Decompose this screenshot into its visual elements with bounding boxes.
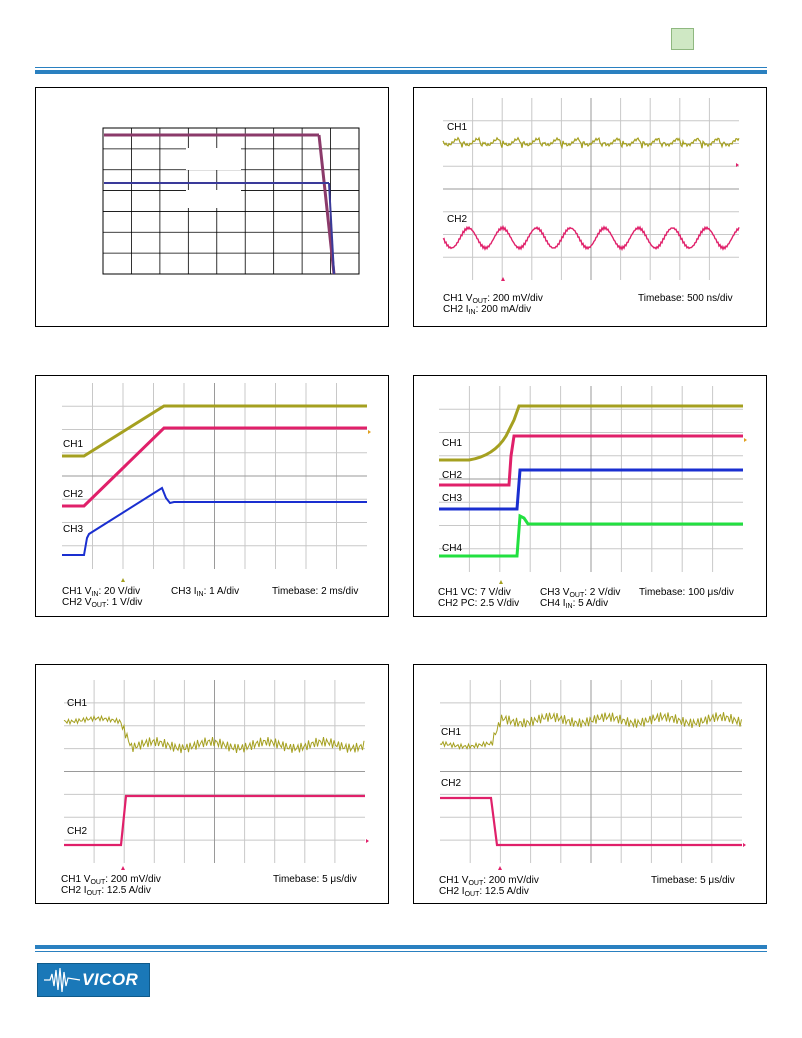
scope-grid-ripple xyxy=(442,98,740,281)
trigger-marker xyxy=(499,580,503,584)
derating-curve-2-drop xyxy=(328,182,335,275)
header-rule-thick xyxy=(35,70,767,74)
trigger-marker xyxy=(498,866,502,870)
ch-marker xyxy=(366,839,369,843)
derating-chart xyxy=(102,127,360,275)
scope-grid-startup xyxy=(62,383,371,582)
step-down-ch2-label: CH2 xyxy=(441,778,462,789)
step-up-caption-2: CH2 IOUT: 12.5 A/div xyxy=(61,885,151,897)
step-up-ch2-label: CH2 xyxy=(67,826,88,837)
scope-grid-load-step-up xyxy=(63,680,369,870)
enable-ch2-trace xyxy=(439,434,743,487)
footer-rule-thick xyxy=(35,945,767,949)
trigger-marker xyxy=(501,277,505,281)
enable-ch4-label: CH4 xyxy=(442,543,463,554)
ch-marker xyxy=(368,430,371,434)
startup-timebase: Timebase: 2 ms/div xyxy=(272,586,359,597)
ch-marker xyxy=(736,163,739,167)
ripple-ch1-label: CH1 xyxy=(447,122,468,133)
startup-caption-2: CH2 VOUT: 1 V/div xyxy=(62,597,143,609)
header-badge xyxy=(671,28,694,50)
logo-wave-icon xyxy=(44,967,81,993)
ripple-caption-2: CH2 IIN: 200 mA/div xyxy=(443,304,532,316)
step-up-caption-1: CH1 VOUT: 200 mV/div xyxy=(61,874,161,886)
step-up-timebase: Timebase: 5 μs/div xyxy=(273,874,357,885)
step-down-ch1-trace xyxy=(439,711,742,750)
step-down-timebase: Timebase: 5 μs/div xyxy=(651,875,735,886)
step-up-ch1-trace xyxy=(63,714,365,754)
enable-ch4-trace xyxy=(439,513,743,558)
enable-ch3-label: CH3 xyxy=(442,493,463,504)
startup-ch2-trace xyxy=(62,426,367,508)
ripple-ch2-trace xyxy=(442,224,740,252)
step-up-ch2-trace xyxy=(64,794,365,847)
ripple-timebase: Timebase: 500 ns/div xyxy=(638,293,733,304)
vicor-logo: VICOR xyxy=(37,963,150,997)
enable-caption-2: CH2 PC: 2.5 V/div xyxy=(438,598,520,609)
step-down-caption-2: CH2 IOUT: 12.5 A/div xyxy=(439,886,529,898)
ripple-caption-1: CH1 VOUT: 200 mV/div xyxy=(443,293,543,305)
enable-caption-3: CH3 VOUT: 2 V/div xyxy=(540,587,621,599)
figure-load-step-up: CH1 CH2 CH1 VOUT: 200 mV/div CH2 IOUT: 1… xyxy=(35,664,389,904)
ch-marker xyxy=(744,438,747,442)
ripple-ch1-trace xyxy=(442,136,740,150)
enable-ch1-trace xyxy=(439,404,743,462)
enable-ch1-label: CH1 xyxy=(442,438,463,449)
scope-grid-load-step-down xyxy=(439,680,746,870)
scope-grid-enable xyxy=(439,386,747,584)
enable-timebase: Timebase: 100 μs/div xyxy=(639,587,734,598)
figure-startup: CH1 CH2 CH3 CH1 VIN: 20 V/div CH2 VOUT: … xyxy=(35,375,389,617)
startup-ch3-trace xyxy=(62,486,367,556)
derating-label-mask-2 xyxy=(186,190,241,208)
footer-rule xyxy=(35,951,767,952)
startup-caption-1: CH1 VIN: 20 V/div xyxy=(62,586,141,598)
figure-ripple: CH1 CH2 CH1 VOUT: 200 mV/div CH2 IIN: 20… xyxy=(413,87,767,327)
enable-caption-1: CH1 VC: 7 V/div xyxy=(438,587,511,598)
startup-ch1-trace xyxy=(62,404,367,458)
ripple-ch2-label: CH2 xyxy=(447,214,468,225)
figure-load-step-down: CH1 CH2 CH1 VOUT: 200 mV/div CH2 IOUT: 1… xyxy=(413,664,767,904)
header-rule xyxy=(35,67,767,68)
trigger-marker xyxy=(121,578,125,582)
ch-marker xyxy=(743,843,746,847)
step-down-caption-1: CH1 VOUT: 200 mV/div xyxy=(439,875,539,887)
logo-text: VICOR xyxy=(82,970,139,989)
startup-ch1-label: CH1 xyxy=(63,439,84,450)
step-up-ch1-label: CH1 xyxy=(67,698,88,709)
step-down-ch1-label: CH1 xyxy=(441,727,462,738)
enable-ch3-trace xyxy=(439,468,743,511)
startup-caption-3: CH3 IIN: 1 A/div xyxy=(171,586,240,598)
derating-curve-1-drop xyxy=(317,134,336,275)
startup-ch2-label: CH2 xyxy=(63,489,84,500)
derating-plot-frame xyxy=(102,127,360,275)
figure-derating xyxy=(35,87,389,327)
startup-ch3-label: CH3 xyxy=(63,524,84,535)
derating-label-mask-1 xyxy=(186,148,241,170)
figure-enable: CH1 CH2 CH3 CH4 CH1 VC: 7 V/div CH2 PC: … xyxy=(413,375,767,617)
trigger-marker xyxy=(121,866,125,870)
step-down-ch2-trace xyxy=(440,796,742,847)
enable-caption-4: CH4 IIN: 5 A/div xyxy=(540,598,609,610)
enable-ch2-label: CH2 xyxy=(442,470,463,481)
